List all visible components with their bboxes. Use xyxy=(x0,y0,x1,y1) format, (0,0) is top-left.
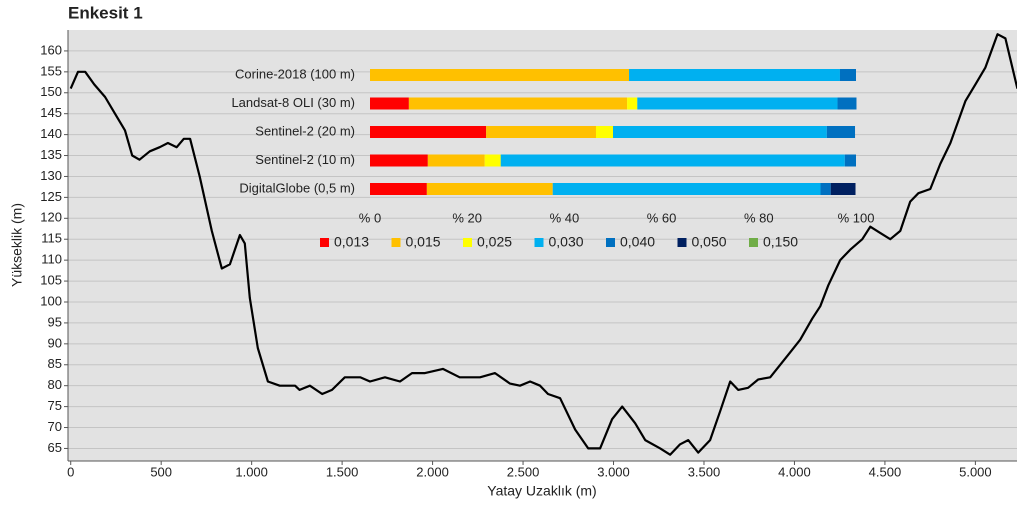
bar-segment xyxy=(370,154,428,167)
x-tick-label: 500 xyxy=(150,464,172,479)
legend-swatch xyxy=(463,238,472,247)
y-tick-label: 125 xyxy=(40,189,62,204)
bar-segment xyxy=(500,154,845,167)
inset-x-tick-label: % 40 xyxy=(550,210,580,225)
y-tick-label: 150 xyxy=(40,84,62,99)
bar-segment xyxy=(370,97,409,110)
legend-swatch xyxy=(320,238,329,247)
y-tick-label: 90 xyxy=(48,335,62,350)
bar-segment xyxy=(627,97,638,110)
x-tick-label: 3.500 xyxy=(688,464,721,479)
y-tick-label: 135 xyxy=(40,147,62,162)
legend-swatch xyxy=(749,238,758,247)
inset-x-tick-label: % 60 xyxy=(647,210,677,225)
x-tick-label: 4.500 xyxy=(869,464,902,479)
bar-segment xyxy=(370,69,630,81)
bar-segment xyxy=(552,183,821,195)
legend-swatch xyxy=(606,238,615,247)
legend-swatch xyxy=(677,238,687,247)
y-tick-label: 75 xyxy=(48,398,62,413)
y-tick-label: 65 xyxy=(48,440,62,455)
category-label: Corine-2018 (100 m) xyxy=(235,66,355,81)
x-tick-label: 2.000 xyxy=(416,464,449,479)
y-tick-label: 105 xyxy=(40,273,62,288)
bar-segment xyxy=(370,183,427,195)
inset-x-tick-label: % 80 xyxy=(744,210,774,225)
bar-segment xyxy=(613,126,827,138)
x-tick-label: 5.000 xyxy=(959,464,992,479)
legend-label: 0,015 xyxy=(406,234,441,250)
y-tick-label: 120 xyxy=(40,210,62,225)
bar-segment xyxy=(370,126,487,138)
bar-segment xyxy=(426,183,553,195)
y-tick-label: 95 xyxy=(48,314,62,329)
y-axis-label: Yükseklik (m) xyxy=(9,203,25,287)
y-tick-label: 155 xyxy=(40,63,62,78)
bar-segment xyxy=(820,183,831,195)
bar-segment xyxy=(629,69,840,81)
bar-segment xyxy=(595,126,613,138)
bar-segment xyxy=(408,97,628,110)
bar-segment xyxy=(427,154,485,167)
category-label: DigitalGlobe (0,5 m) xyxy=(239,180,355,195)
legend-swatch xyxy=(391,238,401,247)
bar-segment xyxy=(486,126,596,138)
x-tick-label: 4.000 xyxy=(778,464,811,479)
legend-swatch xyxy=(534,238,544,247)
y-tick-label: 145 xyxy=(40,105,62,120)
bar-segment xyxy=(830,183,856,195)
profile-line xyxy=(69,33,1017,456)
inset-x-tick-label: % 20 xyxy=(452,210,482,225)
y-tick-label: 110 xyxy=(41,252,62,267)
y-tick-label: 70 xyxy=(48,419,62,434)
y-tick-label: 115 xyxy=(41,231,62,246)
bar-segment xyxy=(837,97,857,110)
y-tick-label: 130 xyxy=(40,168,62,183)
x-axis-label: Yatay Uzaklık (m) xyxy=(487,483,596,499)
legend-label: 0,050 xyxy=(692,234,727,250)
x-tick-label: 1.500 xyxy=(326,464,359,479)
category-label: Sentinel-2 (10 m) xyxy=(255,152,355,167)
inset-x-tick-label: % 100 xyxy=(838,210,875,225)
legend-label: 0,030 xyxy=(549,234,584,250)
inset-x-tick-label: % 0 xyxy=(359,210,381,225)
bar-segment xyxy=(637,97,838,110)
y-tick-label: 85 xyxy=(48,356,62,371)
bar-segment xyxy=(484,154,501,167)
legend-label: 0,150 xyxy=(763,234,798,250)
x-tick-label: 2.500 xyxy=(507,464,540,479)
legend-label: 0,025 xyxy=(477,234,512,250)
bar-segment xyxy=(839,69,856,81)
y-tick-label: 140 xyxy=(40,126,62,141)
legend-label: 0,040 xyxy=(620,234,655,250)
y-tick-label: 160 xyxy=(40,42,62,57)
chart-title: Enkesit 1 xyxy=(68,3,143,22)
category-label: Sentinel-2 (20 m) xyxy=(255,123,355,138)
x-tick-label: 0 xyxy=(67,464,74,479)
legend-label: 0,013 xyxy=(334,234,369,250)
y-tick-label: 100 xyxy=(40,293,62,308)
bar-segment xyxy=(826,126,856,138)
bar-segment xyxy=(844,154,856,167)
category-label: Landsat-8 OLI (30 m) xyxy=(231,95,355,110)
x-tick-label: 1.000 xyxy=(235,464,268,479)
x-tick-label: 3.000 xyxy=(597,464,630,479)
y-tick-label: 80 xyxy=(48,377,62,392)
